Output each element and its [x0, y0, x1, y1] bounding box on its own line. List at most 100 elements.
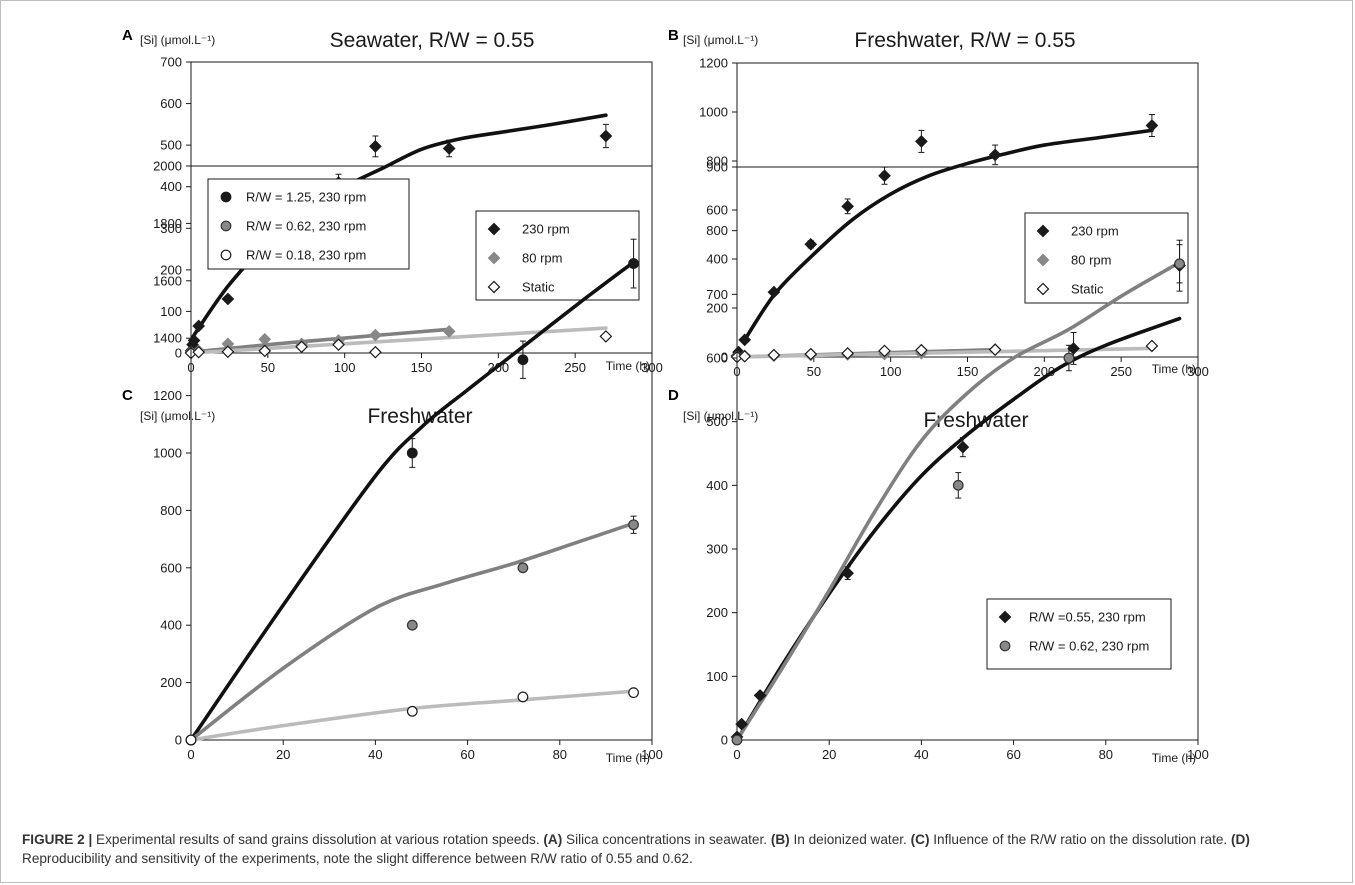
panel-a-x-tick-label: 50: [261, 360, 275, 375]
panel-b-legend-box: [1024, 212, 1189, 304]
panel-c-y-tick-label: 400: [160, 618, 182, 633]
caption-intro: Experimental results of sand grains diss…: [92, 832, 544, 847]
panel-c-title: Freshwater: [367, 405, 472, 428]
caption-c-text: Influence of the R/W ratio on the dissol…: [929, 832, 1231, 847]
panel-a-y-tick-label: 500: [160, 138, 182, 153]
panel-c-y-tick-label: 1800: [153, 216, 182, 231]
panel-c-data-point: [517, 691, 529, 703]
panel-b-legend-label: 230 rpm: [1071, 223, 1119, 238]
panel-c-y-tick-label: 1200: [153, 388, 182, 403]
panel-d-plot-frame: [736, 166, 1199, 741]
panel-a-data-point: [442, 325, 456, 338]
panel-c-fit-curve-1: [189, 260, 636, 742]
panel-d-x-tick-label: 40: [914, 747, 928, 762]
panel-a-legend-marker: [487, 251, 501, 265]
panel-d-y-tick-label: 0: [721, 733, 728, 748]
panel-c: 0 20 40 60 80 1000200400600800100012001400160…: [122, 159, 663, 766]
panel-b-data-point: [767, 348, 781, 362]
panel-b-data-point: [915, 135, 928, 148]
panel-c-data-point: [628, 687, 639, 699]
panel-d-legend: R/W =0.55, 230 rpm R/W = 0.62, 230 rpm: [986, 598, 1172, 670]
panel-d-legend-label: R/W =0.55, 230 rpm: [1029, 609, 1146, 624]
caption-a-text: Silica concentrations in seawater.: [562, 832, 771, 847]
panel-d-legend-label: R/W = 0.62, 230 rpm: [1029, 638, 1149, 653]
panel-a-x-tick-label: 100: [334, 360, 356, 375]
panel-a-data-point: [442, 142, 456, 155]
panel-b-y-tick-label: 0: [721, 350, 728, 365]
panel-b-legend-label: 80 rpm: [1071, 252, 1111, 267]
panel-b-data-point: [804, 347, 818, 361]
panel-c-y-tick-label: 200: [160, 675, 182, 690]
panel-b-legend-marker: [1036, 253, 1050, 267]
panel-d-x-axis-label: Time (h): [1152, 751, 1196, 765]
panel-a-x-axis-label: Time (h): [606, 359, 650, 373]
panel-c-legend-label: R/W = 1.25, 230 rpm: [246, 189, 366, 204]
panel-d: 0 20 40 60 80 1000100200300400500600700800900…: [668, 160, 1209, 766]
panel-b-fit-curve-1: [742, 128, 1154, 342]
panel-a-legend-marker: [487, 280, 501, 294]
panel-d-title: Freshwater: [923, 409, 1028, 432]
panel-c-letter: C: [122, 387, 133, 404]
panel-a-data-point: [258, 344, 272, 358]
panel-b-data-point: [767, 285, 781, 299]
panel-d-y-tick-label: 500: [706, 414, 728, 429]
panel-a-data-point: [369, 345, 382, 359]
panel-c-x-tick-label: 20: [276, 747, 290, 762]
panel-c-legend-marker: [220, 191, 232, 203]
panel-d-y-tick-label: 600: [706, 351, 728, 366]
panel-d-x-tick-label: 20: [822, 747, 836, 762]
panel-c-x-tick-label: 40: [368, 747, 382, 762]
panel-d-y-tick-label: 700: [706, 287, 728, 302]
panel-b: 0 50 100 150 200 250 300020040060080010001200B…: [668, 27, 1209, 379]
panel-a-legend-box: [475, 210, 640, 301]
panel-b-series-3: [730, 339, 1159, 364]
panel-b-x-axis-label: Time (h): [1152, 362, 1196, 376]
panel-d-y-axis-label: [Si] (μmol.L⁻¹): [683, 409, 758, 423]
panel-b-y-axis-label: [Si] (μmol.L⁻¹): [683, 33, 758, 47]
panel-a-data-point: [369, 140, 382, 153]
panel-b-y-tick-label: 400: [706, 252, 728, 267]
panel-a-legend-label: Static: [522, 279, 555, 294]
panel-a-data-point: [221, 345, 235, 359]
panel-d-y-tick-label: 800: [706, 223, 728, 238]
panel-c-legend-label: R/W = 0.18, 230 rpm: [246, 247, 366, 262]
panel-c-data-point: [185, 734, 197, 746]
panel-d-legend-marker: [998, 610, 1012, 624]
panel-a-legend: 230 rpm 80 rpm Static: [475, 210, 640, 301]
panel-d-series-2: [731, 244, 1185, 746]
panel-a-title: Seawater, R/W = 0.55: [330, 29, 535, 52]
panel-b-data-point: [988, 148, 1002, 162]
panel-c-data-point: [406, 447, 418, 459]
panel-c-x-tick-label: 100: [641, 747, 663, 762]
panel-b-y-tick-label: 800: [706, 154, 728, 169]
panel-a-legend-label: 80 rpm: [522, 250, 562, 265]
panel-a-y-tick-label: 600: [160, 96, 182, 111]
panel-c-legend-label: R/W = 0.62, 230 rpm: [246, 218, 366, 233]
panel-c-x-tick-label: 80: [553, 747, 567, 762]
panel-a-data-point: [295, 340, 308, 354]
panel-c-x-axis-label: Time (h): [606, 751, 650, 765]
panel-d-y-tick-label: 200: [706, 605, 728, 620]
panel-c-legend-marker: [220, 220, 232, 232]
panel-d-y-tick-label: 300: [706, 542, 728, 557]
panel-b-data-point: [915, 343, 928, 357]
panel-d-data-point: [1174, 258, 1185, 270]
panel-d-x-tick-label: 0: [733, 747, 740, 762]
caption-d-text: Reproducibility and sensitivity of the e…: [22, 851, 693, 866]
panel-c-x-tick-label: 60: [460, 747, 474, 762]
panel-a-y-tick-label: 300: [160, 221, 182, 236]
panel-b-data-point: [878, 344, 891, 358]
panel-d-y-tick-label: 400: [706, 478, 728, 493]
panel-c-series-3: [185, 687, 639, 746]
panel-a-y-tick-label: 0: [175, 346, 182, 361]
panel-b-legend-marker: [1036, 282, 1050, 296]
panel-b-y-tick-label: 1000: [699, 105, 728, 120]
panel-d-fit-curve-2: [735, 260, 1182, 742]
panel-b-data-point: [738, 333, 752, 347]
panel-c-y-tick-label: 0: [175, 733, 182, 748]
panel-d-y-tick-label: 100: [706, 669, 728, 684]
panel-a-legend-label: 230 rpm: [522, 221, 570, 236]
panel-b-x-tick-label: 50: [807, 364, 821, 379]
panel-a-data-point: [332, 338, 345, 352]
